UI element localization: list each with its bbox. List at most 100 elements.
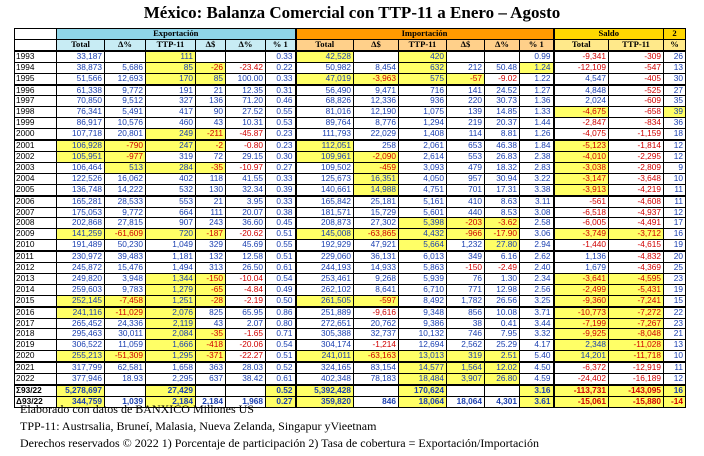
- table-cell: 8.63: [484, 194, 520, 208]
- table-row: 2015 252,145 -7,458 1,251 -28 -2.19 0.50 261,50…: [14, 294, 686, 308]
- table-cell: 1.27: [519, 83, 555, 97]
- table-cell: 27,815: [104, 217, 146, 230]
- column-header: Δ%: [225, 38, 266, 52]
- table-cell: 4,547: [553, 72, 609, 86]
- table-cell: -658: [608, 106, 664, 119]
- table-cell: [446, 49, 485, 63]
- table-cell: 39: [663, 106, 686, 119]
- table-cell: 1,251: [145, 294, 196, 308]
- table-cell: 72: [195, 150, 226, 163]
- table-cell: 0.54: [265, 272, 297, 285]
- table-cell: 0.71: [265, 328, 297, 341]
- row-year: 1999: [14, 117, 57, 130]
- table-cell: 2.62: [519, 250, 555, 264]
- table-cell: 0.46: [265, 95, 297, 108]
- table-cell: 71.20: [225, 95, 266, 108]
- table-cell: 10: [663, 172, 686, 185]
- table-cell: 3.44: [519, 317, 555, 330]
- table-cell: 83,154: [353, 361, 399, 375]
- table-cell: -35: [195, 161, 226, 174]
- table-cell: 14,201: [553, 350, 609, 363]
- row-year: 2004: [14, 172, 57, 185]
- table-cell: 17: [663, 217, 686, 230]
- table-cell: -4,832: [608, 250, 664, 264]
- table-cell: -4,075: [553, 128, 609, 141]
- table-cell: -418: [195, 339, 226, 352]
- table-cell: 8,641: [353, 283, 399, 296]
- table-cell: [484, 49, 520, 63]
- table-cell: 212: [446, 61, 485, 74]
- table-cell: 106,464: [56, 161, 105, 174]
- table-cell: 26.80: [484, 373, 520, 386]
- table-cell: 15,476: [104, 262, 146, 274]
- table-cell: 23: [663, 272, 686, 285]
- table-cell: -2,809: [608, 161, 664, 174]
- table-cell: 1,279: [145, 283, 196, 296]
- table-cell: 16,062: [104, 172, 146, 185]
- table-cell: 0.99: [519, 49, 555, 63]
- table-cell: 0.51: [265, 250, 297, 264]
- table-cell: 3.25: [519, 294, 555, 308]
- table-cell: 12: [663, 139, 686, 152]
- table-cell: 249,820: [56, 272, 105, 285]
- table-cell: 402: [145, 172, 196, 185]
- table-cell: 8,454: [353, 61, 399, 74]
- table-cell: 20,801: [104, 128, 146, 141]
- table-cell: 136,748: [56, 183, 105, 197]
- table-cell: 252,145: [56, 294, 105, 308]
- table-cell: 3,907: [446, 373, 485, 386]
- table-cell: 241,011: [295, 350, 354, 363]
- table-cell: 30.73: [484, 95, 520, 108]
- table-cell: 1,782: [446, 294, 485, 308]
- table-cell: 25,181: [353, 194, 399, 208]
- table-cell: 319: [446, 350, 485, 363]
- table-cell: 0.53: [265, 117, 297, 130]
- table-cell: 16: [663, 228, 686, 241]
- table-cell: -6,518: [553, 206, 609, 219]
- table-cell: 9,268: [353, 272, 399, 285]
- table-cell: -211: [195, 128, 226, 141]
- table-cell: 1,232: [446, 239, 485, 252]
- table-cell: 244,193: [295, 262, 354, 274]
- table-row: 1995 51,566 12,693 170 85 100.00 0.33 47,019 -3,…: [14, 72, 686, 86]
- table-cell: -3,641: [553, 272, 609, 285]
- table-cell: -3,963: [353, 72, 399, 86]
- table-cell: -9,616: [353, 305, 399, 319]
- table-cell: -6,372: [553, 361, 609, 375]
- table-cell: 18: [663, 128, 686, 141]
- row-year: 1997: [14, 95, 57, 108]
- table-cell: 50.48: [484, 61, 520, 74]
- table-cell: -9,341: [553, 49, 609, 63]
- table-cell: -45.87: [225, 128, 266, 141]
- table-row: 2021 317,799 62,581 1,658 363 28.03 0.52 324,16…: [14, 361, 686, 375]
- table-cell: 27,302: [353, 217, 399, 230]
- table-cell: 81,016: [295, 106, 354, 119]
- totals-cell: 846: [353, 395, 399, 408]
- table-cell: 1.33: [519, 106, 555, 119]
- table-cell: 1,294: [398, 117, 447, 130]
- totals-cell: 4,301: [484, 395, 520, 408]
- table-cell: 14,988: [353, 183, 399, 197]
- row-year: 2017: [14, 317, 57, 330]
- table-cell: 0.49: [265, 283, 297, 296]
- table-row: 2020 255,213 -51,309 1,295 -371 -22.27 0.51 241…: [14, 350, 686, 363]
- table-cell: 89,764: [295, 117, 354, 130]
- table-cell: 2.56: [519, 283, 555, 296]
- table-cell: 50,982: [295, 61, 354, 74]
- table-cell: 12: [663, 373, 686, 386]
- row-year: 2003: [14, 161, 57, 174]
- table-cell: 324,165: [295, 361, 354, 375]
- table-row: 2007 175,053 9,772 664 111 20.07 0.38 181,571 15…: [14, 206, 686, 219]
- table-cell: 746: [446, 328, 485, 341]
- row-year: 1996: [14, 83, 57, 97]
- table-cell: -2,847: [553, 117, 609, 130]
- table-cell: 1,658: [145, 361, 196, 375]
- table-cell: 261,505: [295, 294, 354, 308]
- table-cell: 0.54: [265, 339, 297, 352]
- table-cell: 716: [398, 83, 447, 97]
- table-cell: -834: [608, 117, 664, 130]
- table-cell: -3,038: [553, 161, 609, 174]
- column-header: Δ%: [484, 38, 520, 52]
- table-row: 2009 141,259 -61,609 720 -187 -20.62 0.51 145,0…: [14, 228, 686, 241]
- totals-label: Σ93/22: [14, 383, 57, 397]
